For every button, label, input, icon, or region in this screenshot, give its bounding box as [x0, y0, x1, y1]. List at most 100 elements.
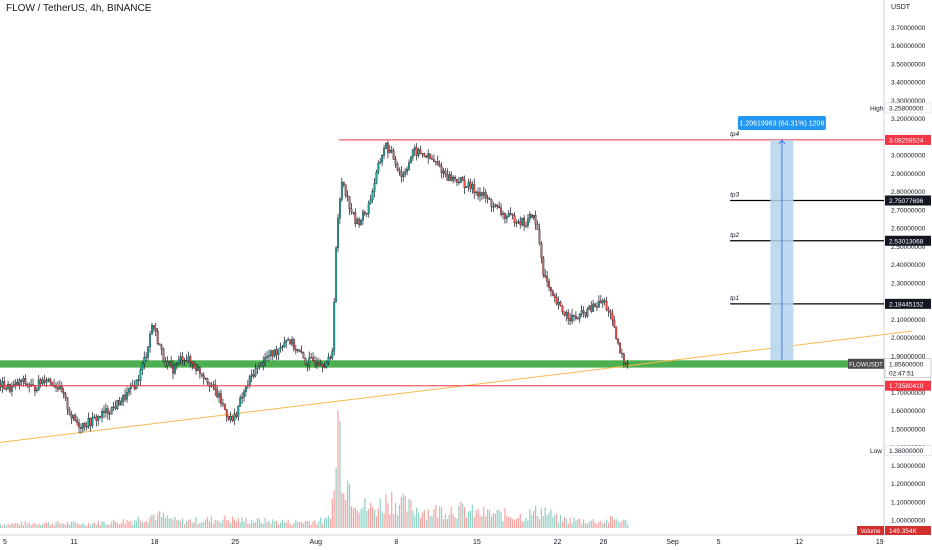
- volume-bar: [279, 522, 282, 528]
- volume-bar: [517, 517, 519, 528]
- level-price-badge: [885, 134, 931, 145]
- volume-bar: [552, 517, 554, 528]
- volume-bar: [139, 520, 142, 528]
- candle-body: [532, 215, 535, 218]
- volume-bar: [563, 517, 565, 528]
- candle-body: [346, 195, 349, 197]
- volume-bar: [228, 520, 230, 528]
- support-zone[interactable]: [0, 360, 884, 368]
- candle-body: [448, 174, 451, 181]
- volume-bar: [122, 519, 124, 528]
- candle-body: [540, 243, 543, 258]
- candle-body: [126, 392, 128, 400]
- volume-bar: [253, 522, 255, 528]
- volume-bar: [233, 519, 236, 528]
- volume-bar: [262, 523, 264, 528]
- candle-body: [415, 147, 418, 156]
- volume-bar: [318, 521, 320, 528]
- time-axis-tick: 5: [3, 539, 7, 546]
- time-axis-tick: Sep: [666, 539, 679, 546]
- volume-bar: [203, 521, 205, 528]
- candle-body: [584, 312, 587, 317]
- volume-bar: [59, 523, 61, 528]
- candle-body: [58, 385, 61, 390]
- volume-bar: [479, 515, 481, 528]
- volume-bar: [285, 522, 287, 528]
- time-axis-tick: 18: [151, 539, 159, 546]
- volume-bar: [30, 524, 32, 528]
- volume-bar: [366, 510, 368, 528]
- volume-bar: [300, 521, 303, 528]
- candle-body: [454, 177, 456, 180]
- volume-bar: [20, 521, 23, 528]
- volume-bar: [558, 522, 560, 528]
- volume-bar: [579, 518, 581, 528]
- candle-body: [300, 351, 303, 353]
- candle-body: [269, 350, 272, 356]
- candle-body: [296, 349, 299, 351]
- candle-body: [348, 196, 351, 210]
- volume-bar: [343, 493, 345, 528]
- symbol-tag-badge: [848, 358, 884, 369]
- volume-bar: [525, 517, 527, 528]
- candle-body: [177, 359, 180, 365]
- price-axis-tick: 2.70000000: [891, 207, 926, 214]
- volume-bar: [1, 525, 3, 528]
- volume-bar: [429, 516, 431, 528]
- candle-body: [193, 363, 196, 369]
- candle-body: [482, 192, 485, 196]
- candle-body: [580, 310, 583, 315]
- volume-bar: [112, 519, 115, 528]
- volume-bar: [588, 521, 590, 528]
- volume-bar: [109, 524, 111, 528]
- volume-bar: [251, 520, 253, 528]
- volume-bar: [266, 522, 268, 528]
- volume-bar: [529, 509, 531, 528]
- volume-bar: [427, 509, 429, 528]
- volume-bar: [590, 520, 592, 528]
- volume-bar: [613, 520, 615, 528]
- volume-bar: [333, 490, 335, 528]
- candle-body: [626, 363, 629, 365]
- candle-body: [250, 374, 253, 377]
- volume-bar: [322, 523, 324, 528]
- candle-body: [156, 330, 159, 345]
- volume-bar: [371, 507, 374, 528]
- candle-body: [243, 391, 245, 398]
- candle-body: [218, 393, 221, 398]
- candle-body: [333, 302, 336, 352]
- candle-body: [124, 394, 127, 400]
- volume-bar: [323, 518, 326, 528]
- volume-bar: [362, 507, 364, 528]
- volume-bar: [114, 521, 117, 528]
- candle-body: [488, 198, 491, 200]
- volume-bar: [623, 519, 625, 528]
- candle-body: [546, 276, 549, 282]
- volume-bar: [347, 480, 349, 528]
- candle-body: [139, 369, 142, 381]
- volume-bar: [414, 515, 416, 528]
- candle-body: [26, 383, 29, 386]
- volume-bar: [368, 508, 370, 528]
- candle-body: [603, 300, 606, 302]
- candle-body: [557, 302, 560, 305]
- volume-bar: [536, 516, 539, 528]
- volume-bar: [467, 511, 470, 528]
- candle-body: [279, 347, 282, 350]
- candle-body: [266, 356, 268, 358]
- price-axis-tick: 2.00000000: [891, 335, 926, 342]
- ascending-trendline[interactable]: [0, 330, 913, 443]
- high-tag: High: [870, 105, 884, 112]
- candle-body: [417, 149, 420, 156]
- volume-bar: [554, 514, 556, 528]
- volume-bar: [581, 523, 583, 528]
- volume-bar: [264, 517, 266, 528]
- volume-bar: [235, 521, 237, 528]
- candle-body: [379, 161, 382, 164]
- candle-body: [342, 181, 345, 185]
- volume-bar: [598, 521, 600, 528]
- candle-body: [456, 178, 458, 183]
- candle-body: [362, 211, 364, 221]
